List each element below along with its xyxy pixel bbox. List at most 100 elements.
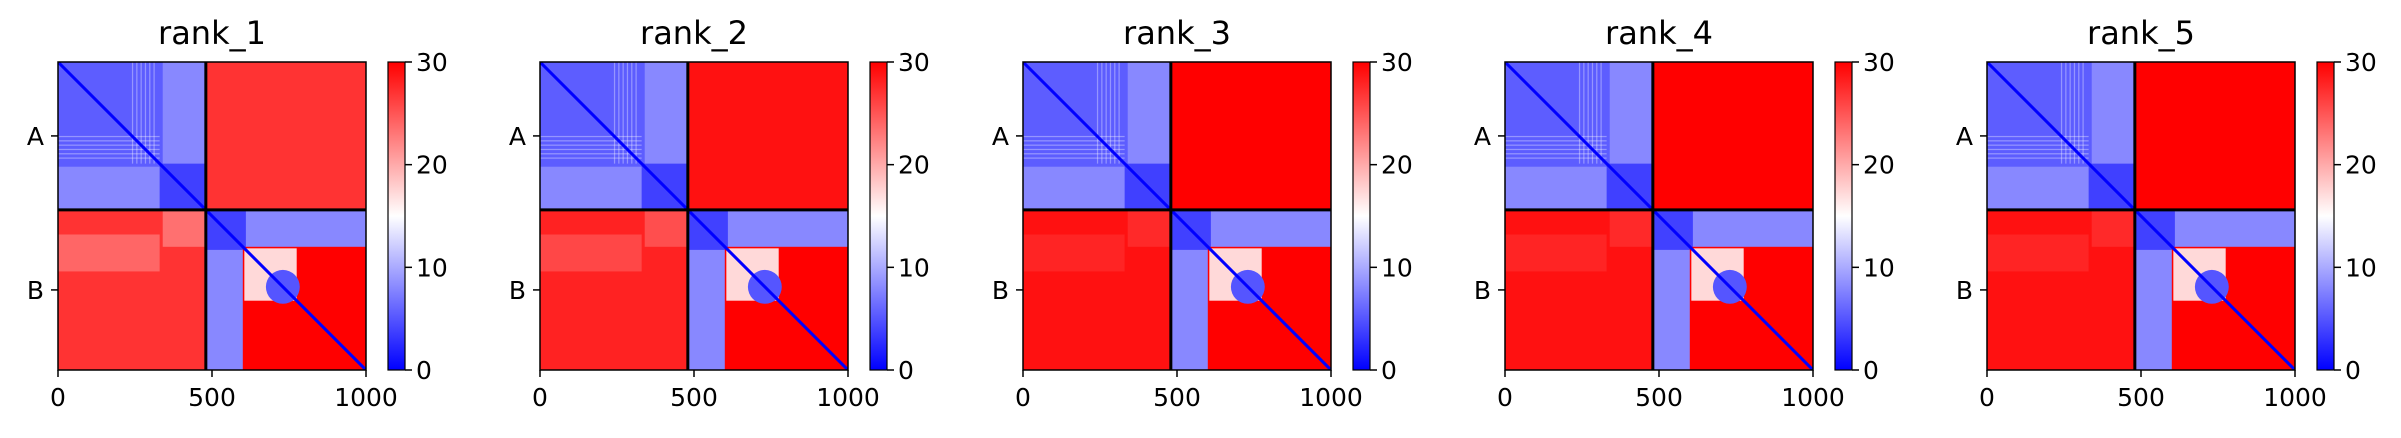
texture-stripe (540, 153, 642, 155)
texture-stripe (1118, 62, 1120, 164)
texture-stripe (2073, 62, 2076, 164)
texture-stripe (1987, 148, 2089, 151)
texture-stripe (1596, 62, 1598, 164)
texture-stripe (2069, 62, 2071, 164)
texture-stripe (1583, 62, 1585, 164)
colorbar-tick-label: 0 (2345, 356, 2361, 385)
panel-title: rank_1 (158, 14, 266, 52)
texture-stripe (622, 62, 624, 164)
chain-label-A: A (1956, 122, 1973, 151)
texture-stripe (1023, 135, 1125, 138)
xtick-label: 1000 (1299, 383, 1363, 412)
contact-band (1609, 209, 1653, 247)
contact-band (540, 234, 642, 272)
colorbar-tick-label: 10 (2345, 253, 2377, 282)
texture-stripe (540, 144, 642, 146)
texture-stripe (1987, 153, 2089, 155)
xtick-label: 500 (2117, 383, 2165, 412)
diagonal (1505, 62, 1813, 370)
xtick-label: 1000 (1781, 383, 1845, 412)
panel-title: rank_4 (1605, 14, 1713, 52)
texture-stripe (144, 62, 147, 164)
texture-stripe (1578, 62, 1581, 164)
heatmap-image (1023, 62, 1331, 370)
colorbar-tick-label: 0 (1863, 356, 1879, 385)
colorbar-tick-label: 30 (416, 48, 448, 77)
contact-band (1987, 234, 2089, 272)
texture-stripe (540, 148, 642, 151)
heatmap-panel-4: rank_4 A B 0 500 1000 0 10 20 30 (1474, 14, 1895, 412)
colorbar (2316, 61, 2335, 371)
texture-stripe (1505, 135, 1607, 138)
xtick-label: 0 (532, 383, 548, 412)
block-B-A (1987, 209, 2135, 370)
panel-title: rank_3 (1123, 14, 1231, 52)
texture-stripe (1591, 62, 1594, 164)
xtick-label: 1000 (334, 383, 398, 412)
texture-stripe (1023, 144, 1125, 146)
texture-stripe (1505, 144, 1607, 146)
block-B-A (1023, 209, 1171, 370)
colorbar-tick-label: 10 (898, 253, 930, 282)
xtick-label: 0 (1497, 383, 1513, 412)
colorbar (1352, 61, 1371, 371)
texture-stripe (58, 153, 160, 155)
texture-stripe (540, 157, 642, 159)
texture-stripe (2078, 62, 2080, 164)
texture-stripe (1600, 62, 1602, 164)
block-B-A (540, 209, 688, 370)
colorbar (869, 61, 888, 371)
texture-stripe (153, 62, 155, 164)
block-A-B (1652, 62, 1813, 210)
chain-label-A: A (509, 122, 526, 151)
texture-stripe (1109, 62, 1112, 164)
texture-stripe (136, 62, 138, 164)
texture-stripe (626, 62, 629, 164)
colorbar-tick-label: 20 (416, 151, 448, 180)
block-A-B (1170, 62, 1331, 210)
texture-stripe (631, 62, 633, 164)
chain-label-B: B (27, 276, 44, 305)
block-B-A (1505, 209, 1653, 370)
texture-stripe (2060, 62, 2063, 164)
texture-stripe (540, 135, 642, 138)
chain-label-B: B (509, 276, 526, 305)
texture-stripe (1505, 153, 1607, 155)
heatmap-image (1505, 62, 1813, 370)
texture-stripe (1587, 62, 1589, 164)
texture-stripe (1105, 62, 1107, 164)
chain-label-B: B (1474, 276, 1491, 305)
heatmap-panel-2: rank_2 A B 0 500 1000 0 10 20 30 (509, 14, 930, 412)
xtick-label: 1000 (2263, 383, 2327, 412)
texture-stripe (58, 157, 160, 159)
texture-stripe (1096, 62, 1099, 164)
xtick-label: 0 (50, 383, 66, 412)
texture-stripe (1114, 62, 1116, 164)
xtick-label: 500 (1635, 383, 1683, 412)
texture-stripe (540, 140, 642, 142)
texture-stripe (1505, 140, 1607, 142)
colorbar (1834, 61, 1853, 371)
texture-stripe (58, 148, 160, 151)
texture-stripe (131, 62, 134, 164)
heatmap-image (1987, 62, 2295, 370)
heatmap-panel-3: rank_3 A B 0 500 1000 0 10 20 30 (992, 14, 1413, 412)
block-A-B (205, 62, 366, 210)
diagonal (1023, 62, 1331, 370)
contact-band (58, 234, 160, 272)
heatmap-panel-1: rank_1 A B 0 500 1000 0 10 20 30 (27, 14, 448, 412)
chain-label-B: B (992, 276, 1009, 305)
panel-title: rank_2 (640, 14, 748, 52)
contact-band (162, 209, 206, 247)
colorbar-tick-label: 20 (2345, 151, 2377, 180)
heatmap-image (58, 62, 366, 370)
contact-band (644, 209, 688, 247)
contact-band (1505, 234, 1607, 272)
heatmap-panel-5: rank_5 A B 0 500 1000 0 10 20 30 (1956, 14, 2377, 412)
colorbar-tick-label: 30 (1381, 48, 1413, 77)
texture-stripe (140, 62, 142, 164)
diagonal (1987, 62, 2295, 370)
texture-stripe (1023, 140, 1125, 142)
colorbar-tick-label: 20 (1381, 151, 1413, 180)
